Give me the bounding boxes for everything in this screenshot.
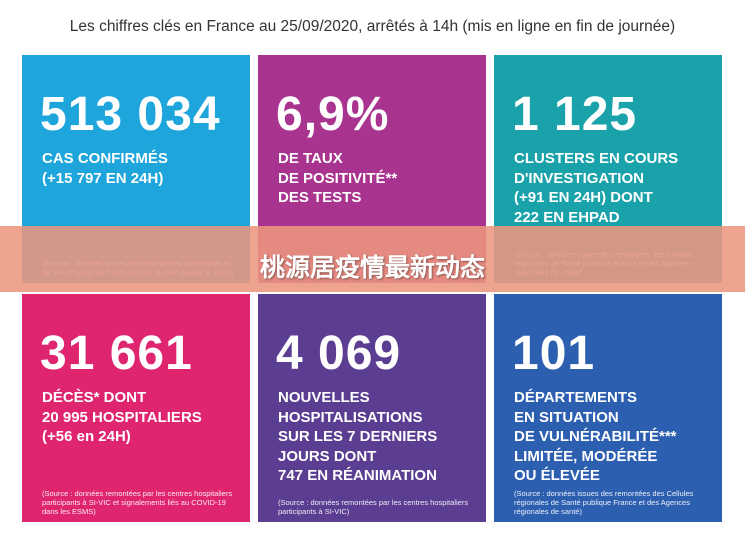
description-line: CAS CONFIRMÉS — [42, 150, 168, 167]
description-line: OU ÉLEVÉE — [514, 467, 600, 484]
description-line: DES TESTS — [278, 189, 362, 206]
description: DE TAUX DE POSITIVITÉ** DES TESTS — [278, 149, 397, 208]
description-line: NOUVELLES — [278, 389, 370, 406]
description-line: JOURS DONT — [278, 447, 377, 465]
description-line: (+91 EN 24H) DONT — [514, 189, 653, 206]
description-line: CLUSTERS EN COURS — [514, 150, 679, 167]
key-figure: 101 — [512, 327, 596, 380]
description: DÉCÈS* DONT 20 995 HOSPITALIERS (+56 en 24… — [42, 388, 202, 447]
description-line: SUR LES 7 DERNIERS — [278, 428, 438, 445]
key-figure: 1 125 — [512, 88, 638, 141]
info-tile: 31 661 DÉCÈS* DONT 20 995 HOSPITALIERS (+56… — [22, 294, 250, 522]
key-figure: 6,9% — [276, 88, 390, 141]
info-tile: 4 069 NOUVELLES HOSPITALISATIONS SUR LES 7 … — [258, 294, 486, 522]
banner-text: 桃源居疫情最新动态 — [259, 253, 485, 282]
description: CLUSTERS EN COURS D'INVESTIGATION (+91 EN … — [514, 149, 678, 227]
description: NOUVELLES HOSPITALISATIONS SUR LES 7 DERNI… — [278, 388, 437, 486]
description-line: D'INVESTIGATION — [514, 169, 644, 187]
source-note: (Source : données remontées par les cent… — [42, 489, 233, 516]
key-figure: 31 661 — [40, 327, 193, 380]
description: CAS CONFIRMÉS (+15 797 EN 24H) — [42, 149, 168, 188]
description-line: (+56 en 24H) — [42, 428, 131, 445]
key-figure: 4 069 — [276, 327, 402, 380]
banner: 桃源居疫情最新动态 — [0, 226, 745, 292]
description-line: DE POSITIVITÉ** — [278, 169, 398, 187]
description-line: 222 EN EHPAD — [514, 208, 620, 226]
description-line: 20 995 HOSPITALIERS — [42, 408, 202, 426]
description-line: DÉCÈS* DONT — [42, 389, 147, 406]
description-line: HOSPITALISATIONS — [278, 408, 423, 426]
description-line: DE VULNÉRABILITÉ*** — [514, 428, 677, 445]
description-line: (+15 797 EN 24H) — [42, 169, 164, 187]
source-note: (Source : données remontées par les cent… — [278, 498, 469, 516]
description-line: DÉPARTEMENTS — [514, 389, 638, 406]
description-line: EN SITUATION — [514, 408, 619, 426]
key-figure: 513 034 — [40, 88, 221, 141]
page-title: Les chiffres clés en France au 25/09/202… — [69, 18, 676, 35]
description: DÉPARTEMENTS EN SITUATION DE VULNÉRABILITÉ… — [514, 388, 677, 486]
info-tile: 101 DÉPARTEMENTS EN SITUATION DE VULNÉRABIL… — [494, 294, 722, 522]
description-line: 747 EN RÉANIMATION — [278, 467, 437, 484]
description-line: DE TAUX — [278, 150, 343, 167]
source-note: (Source : données issues des remontées d… — [514, 489, 694, 516]
description-line: LIMITÉE, MODÉRÉE — [514, 447, 658, 465]
